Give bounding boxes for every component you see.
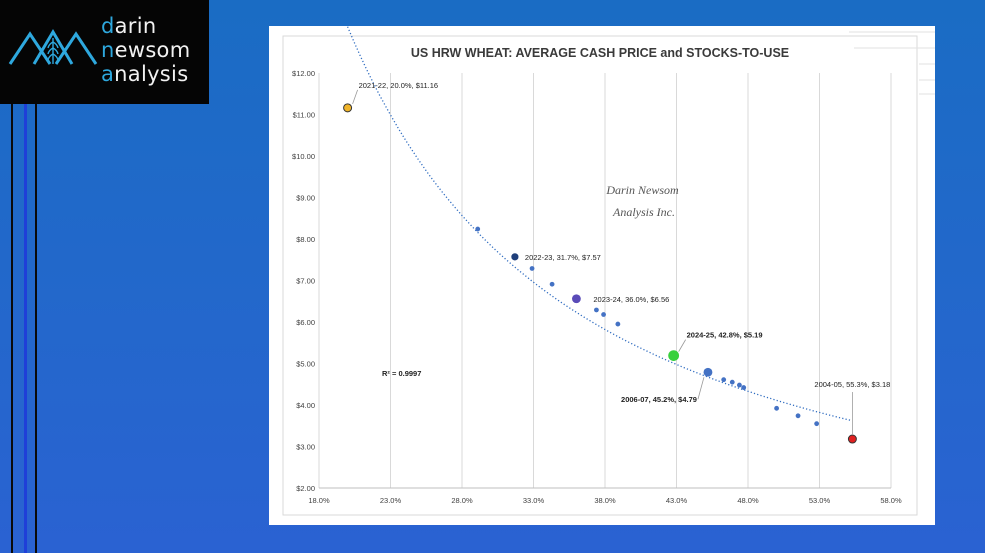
x-tick-label: 53.0% [809, 496, 831, 505]
leader-line [678, 339, 686, 352]
x-tick-label: 23.0% [380, 496, 402, 505]
data-label: 2021-22, 20.0%, $11.16 [359, 81, 439, 90]
r-squared-label: R² = 0.9997 [382, 369, 421, 378]
leader-lines [352, 89, 853, 435]
spreadsheet-grid-fragment [849, 31, 935, 95]
logo-wordmark: darin newsom analysis [101, 14, 190, 86]
y-tick-label: $5.00 [296, 360, 315, 369]
data-label: 2006-07, 45.2%, $4.79 [621, 395, 697, 404]
decorative-divider [24, 104, 27, 553]
x-tick-label: 18.0% [308, 496, 330, 505]
x-axis-ticks: 18.0% 23.0% 28.0% 33.0% 38.0% 43.0% 48.0% 53.0%… [308, 496, 902, 505]
data-point [703, 367, 713, 377]
y-tick-label: $10.00 [292, 152, 315, 161]
y-tick-label: $7.00 [296, 277, 315, 286]
y-tick-label: $12.00 [292, 69, 315, 78]
data-point [847, 434, 857, 444]
leader-line [697, 377, 705, 400]
data-label: 2024-25, 42.8%, $5.19 [687, 331, 763, 340]
chart-area-border [282, 35, 918, 516]
data-point [529, 266, 535, 271]
y-tick-label: $4.00 [296, 401, 315, 410]
logo-line-analysis: analysis [101, 62, 189, 86]
decorative-divider [11, 104, 13, 553]
data-point [475, 226, 481, 232]
data-point [601, 312, 606, 317]
chart-panel: US HRW WHEAT: AVERAGE CASH PRICE and STO… [269, 26, 935, 525]
data-point [572, 294, 581, 304]
data-label: 2022-23, 31.7%, $7.57 [525, 253, 601, 262]
data-point [721, 377, 727, 383]
x-tick-label: 38.0% [594, 496, 616, 505]
logo: darin newsom analysis [0, 0, 209, 104]
logo-line-darin: darin [101, 14, 157, 38]
leader-line [352, 89, 358, 104]
data-label: 2004-05, 55.3%, $3.18 [814, 380, 890, 389]
data-points [343, 103, 857, 444]
data-point [594, 307, 599, 313]
x-tick-label: 58.0% [880, 496, 902, 505]
data-label: 2023-24, 36.0%, $6.56 [593, 295, 669, 304]
data-point [511, 253, 519, 261]
data-point [774, 405, 779, 411]
x-tick-label: 43.0% [666, 496, 688, 505]
y-tick-label: $8.00 [296, 235, 315, 244]
y-tick-label: $2.00 [296, 484, 315, 493]
data-point [795, 413, 801, 419]
y-tick-label: $3.00 [296, 443, 315, 452]
data-point [741, 385, 747, 390]
data-point [549, 281, 555, 287]
data-labels: 2021-22, 20.0%, $11.16 2022-23, 31.7%, $7… [359, 81, 891, 404]
y-axis-ticks: $2.00 $3.00 $4.00 $5.00 $6.00 $7.00 $8.00 $9.00… [292, 69, 315, 493]
chart-title: US HRW WHEAT: AVERAGE CASH PRICE and STO… [411, 46, 789, 60]
wheat-mountain-logo-icon [8, 29, 98, 65]
decorative-divider [35, 104, 37, 553]
x-tick-label: 48.0% [737, 496, 759, 505]
gridlines [318, 73, 892, 489]
data-point [737, 382, 742, 388]
data-point [814, 421, 820, 427]
data-point [729, 379, 735, 385]
trendline [347, 26, 853, 422]
y-tick-label: $11.00 [293, 111, 315, 120]
logo-line-newsom: newsom [101, 38, 191, 62]
x-tick-label: 28.0% [451, 496, 473, 505]
x-tick-label: 33.0% [523, 496, 545, 505]
y-tick-label: $6.00 [296, 318, 315, 327]
data-point [668, 350, 680, 362]
scatter-chart: US HRW WHEAT: AVERAGE CASH PRICE and STO… [282, 26, 935, 516]
data-point [615, 321, 621, 327]
watermark: Darin Newsom Analysis Inc. [605, 183, 681, 219]
y-tick-label: $9.00 [296, 194, 315, 203]
data-point [343, 103, 353, 113]
